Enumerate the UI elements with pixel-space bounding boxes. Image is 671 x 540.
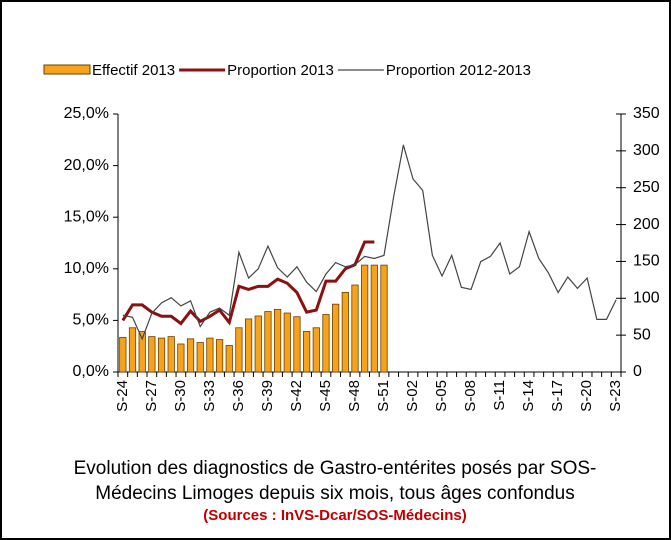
- legend-label: Proportion 2013: [227, 62, 334, 79]
- bar: [225, 345, 233, 373]
- bar: [332, 303, 340, 373]
- line: [122, 144, 617, 341]
- bar: [254, 315, 262, 373]
- y2-tick-label: 200: [633, 216, 660, 233]
- bar: [351, 284, 359, 373]
- line: [121, 240, 375, 326]
- y-tick-label: 20,0%: [64, 157, 109, 174]
- x-tick-label: S-08: [462, 380, 479, 412]
- caption: Evolution des diagnostics de Gastro-enté…: [74, 458, 597, 479]
- y2-tick-label: 300: [633, 142, 660, 159]
- bar: [264, 311, 272, 373]
- x-tick-label: S-51: [375, 380, 392, 412]
- y2-tick-label: 100: [633, 290, 660, 307]
- x-tick-label: S-45: [317, 380, 334, 412]
- bar: [148, 336, 156, 373]
- x-tick-label: S-24: [114, 380, 131, 412]
- bar: [293, 316, 301, 373]
- legend-swatch: [43, 64, 91, 75]
- bar: [215, 339, 224, 373]
- bar: [119, 336, 127, 373]
- x-tick-label: S-33: [201, 380, 218, 412]
- x-tick-label: S-05: [433, 380, 450, 412]
- source: (Sources : InVS-Dcar/SOS-Médecins): [203, 507, 466, 524]
- bar: [341, 291, 349, 373]
- caption: Médecins Limoges depuis six mois, tous â…: [95, 483, 574, 504]
- y-tick-label: 15,0%: [64, 208, 109, 225]
- bar: [274, 308, 282, 373]
- bar: [196, 342, 204, 373]
- bar: [128, 327, 137, 373]
- bar: [157, 337, 166, 373]
- bar: [138, 331, 146, 373]
- x-tick-label: S-02: [404, 380, 421, 412]
- bar: [206, 337, 214, 373]
- bar: [380, 264, 388, 373]
- x-tick-label: S-17: [549, 380, 566, 412]
- bar: [167, 336, 175, 373]
- x-tick-label: S-23: [607, 380, 624, 412]
- bar: [303, 331, 311, 373]
- bar: [322, 314, 330, 373]
- bar: [186, 338, 195, 373]
- bar: [235, 327, 243, 373]
- x-tick-label: S-30: [172, 380, 189, 412]
- y-tick-label: 10,0%: [64, 260, 109, 277]
- legend-label: Proportion 2012-2013: [386, 62, 531, 79]
- x-tick-label: S-42: [288, 380, 305, 412]
- bar: [177, 343, 185, 373]
- x-tick-label: S-39: [259, 380, 276, 412]
- bar: [283, 312, 291, 373]
- x-tick-label: S-11: [491, 380, 508, 411]
- y2-tick-label: 150: [633, 253, 660, 270]
- y2-tick-label: 250: [633, 179, 660, 196]
- bar: [370, 264, 378, 373]
- y-tick-label: 0,0%: [73, 363, 109, 380]
- x-tick-label: S-36: [230, 380, 247, 412]
- x-tick-label: S-48: [346, 380, 363, 412]
- legend-label: Effectif 2013: [92, 62, 175, 79]
- x-tick-label: S-20: [578, 380, 595, 412]
- y2-tick-label: 0: [633, 363, 642, 380]
- x-tick-label: S-14: [520, 380, 537, 412]
- y-tick-label: 5,0%: [73, 312, 109, 329]
- bar: [244, 318, 253, 373]
- y-tick-label: 25,0%: [64, 105, 109, 122]
- x-tick-label: S-27: [143, 380, 160, 412]
- y2-tick-label: 350: [633, 105, 660, 122]
- bar: [312, 327, 320, 373]
- bar: [361, 264, 369, 373]
- y2-tick-label: 50: [633, 326, 651, 343]
